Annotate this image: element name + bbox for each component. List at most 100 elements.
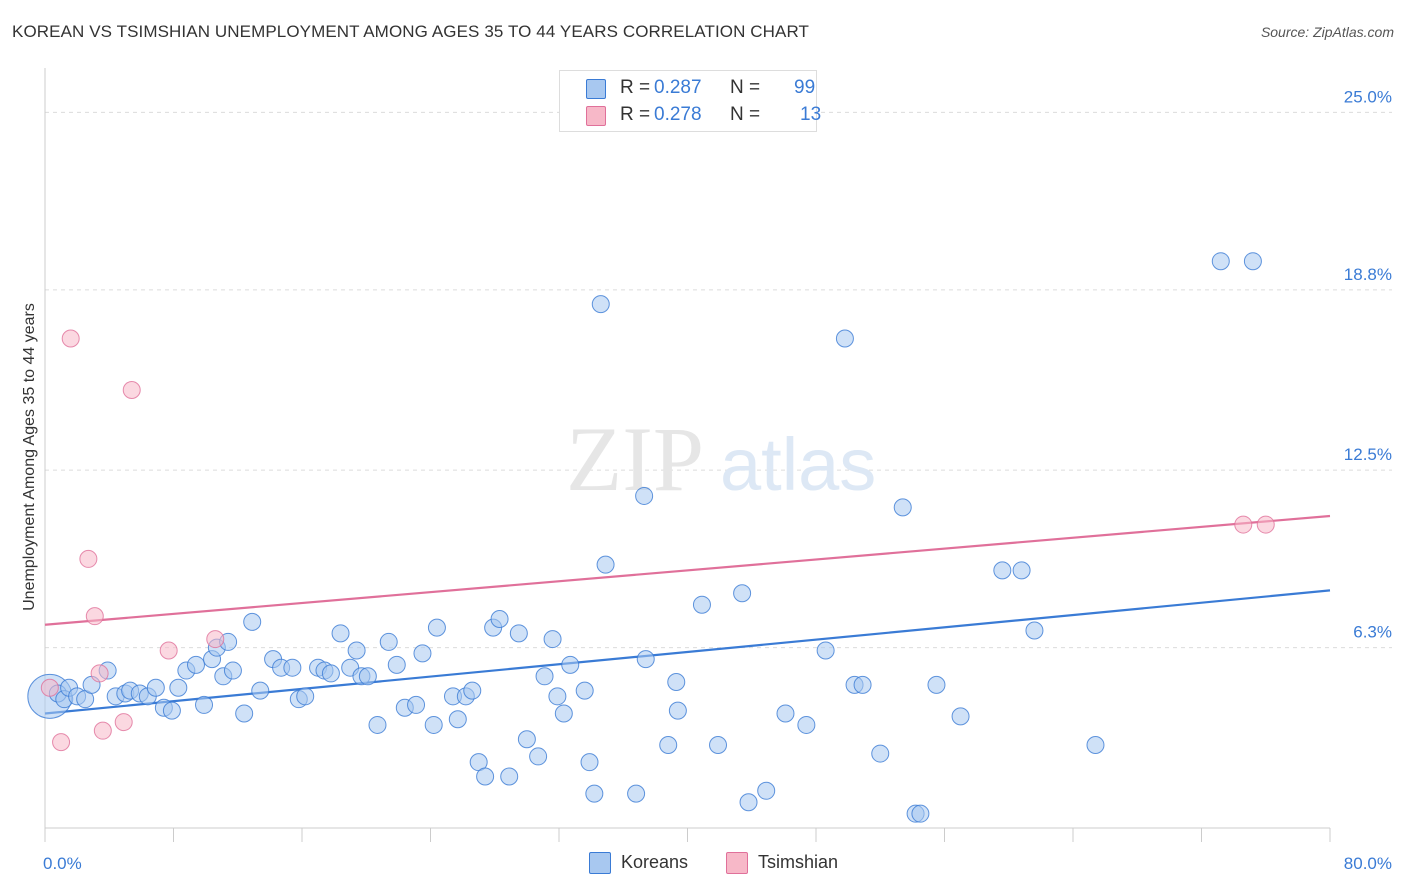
- korean-point: [162, 701, 181, 720]
- korean-point: [296, 687, 315, 706]
- y-tick-label: 18.8%: [1344, 265, 1392, 284]
- korean-point: [387, 655, 406, 674]
- korean-point: [596, 555, 615, 574]
- korean-point: [667, 673, 686, 692]
- korean-point: [1211, 252, 1230, 271]
- legend-n-value-tsimshian: 13: [800, 104, 822, 125]
- stats-legend: R = 0.287 N = 99 R = 0.278 N = 13: [559, 70, 821, 132]
- korean-point: [554, 704, 573, 723]
- korean-point: [186, 655, 205, 674]
- legend-n-label: N =: [730, 77, 761, 98]
- y-tick-label: 6.3%: [1353, 623, 1392, 642]
- legend-n-label: N =: [730, 104, 761, 125]
- tick-labels: 6.3% 12.5% 18.8% 25.0% 0.0% 80.0%: [43, 87, 1392, 873]
- korean-point: [776, 704, 795, 723]
- korean-point: [733, 584, 752, 603]
- korean-point: [463, 681, 482, 700]
- korean-point: [585, 784, 604, 803]
- bottom-legend-label-koreans: Koreans: [621, 852, 689, 872]
- korean-point: [635, 486, 654, 505]
- korean-point: [951, 707, 970, 726]
- korean-point: [911, 804, 930, 823]
- korean-point: [500, 767, 519, 786]
- korean-point: [448, 710, 467, 729]
- korean-point: [509, 624, 528, 643]
- bottom-legend-swatch-koreans: [589, 852, 611, 874]
- y-tick-label: 12.5%: [1344, 445, 1392, 464]
- chart-title: KOREAN VS TSIMSHIAN UNEMPLOYMENT AMONG A…: [12, 22, 810, 41]
- tsimshian-point: [93, 721, 112, 740]
- korean-point: [490, 610, 509, 629]
- tsimshian-point: [122, 381, 141, 400]
- korean-point: [358, 667, 377, 686]
- korean-point: [816, 641, 835, 660]
- korean-point: [709, 735, 728, 754]
- korean-point: [347, 641, 366, 660]
- bottom-legend-label-tsimshian: Tsimshian: [758, 852, 839, 872]
- korean-point: [368, 715, 387, 734]
- korean-point: [692, 595, 711, 614]
- legend-n-value-koreans: 99: [794, 77, 816, 98]
- korean-point: [659, 735, 678, 754]
- korean-point: [146, 678, 165, 697]
- watermark-atlas: atlas: [720, 423, 876, 506]
- tsimshian-point: [159, 641, 178, 660]
- korean-point: [223, 661, 242, 680]
- korean-point: [1025, 621, 1044, 640]
- data-points: [27, 252, 1275, 823]
- korean-point: [529, 747, 548, 766]
- korean-point: [235, 704, 254, 723]
- korean-point: [535, 667, 554, 686]
- legend-r-label: R =: [620, 104, 651, 125]
- tsimshian-point: [114, 713, 133, 732]
- y-axis-label: Unemployment Among Ages 35 to 44 years: [21, 303, 38, 611]
- trend-lines: [44, 514, 1331, 715]
- tsimshian-point: [90, 664, 109, 683]
- tsimshian-point: [61, 329, 80, 348]
- tsimshian-point: [40, 678, 59, 697]
- tsimshian-point: [52, 733, 71, 752]
- korean-point: [591, 295, 610, 314]
- korean-point: [993, 561, 1012, 580]
- korean-point: [1012, 561, 1031, 580]
- x-tick-label: 0.0%: [43, 854, 82, 873]
- korean-point: [835, 329, 854, 348]
- korean-point: [517, 730, 536, 749]
- legend-r-value-tsimshian: 0.278: [654, 104, 702, 125]
- korean-point: [379, 632, 398, 651]
- korean-point: [927, 675, 946, 694]
- legend-r-label: R =: [620, 77, 651, 98]
- korean-point: [424, 715, 443, 734]
- x-tick-label: 80.0%: [1344, 854, 1392, 873]
- korean-point: [413, 644, 432, 663]
- korean-point: [853, 675, 872, 694]
- korean-point: [548, 687, 567, 706]
- korean-point: [195, 695, 214, 714]
- tsimshian-point: [206, 630, 225, 649]
- korean-point: [797, 715, 816, 734]
- korean-point: [871, 744, 890, 763]
- legend-swatch-koreans: [586, 79, 606, 99]
- bottom-legend-swatch-tsimshian: [726, 852, 748, 874]
- korean-point: [251, 681, 270, 700]
- korean-point: [575, 681, 594, 700]
- korean-point: [668, 701, 687, 720]
- korean-point: [580, 753, 599, 772]
- korean-point: [243, 612, 262, 631]
- korean-point: [893, 498, 912, 517]
- korean-point: [543, 630, 562, 649]
- tsimshian-point: [1256, 515, 1275, 534]
- korean-point: [561, 655, 580, 674]
- grid-lines: [45, 111, 1392, 649]
- legend-swatch-tsimshian: [586, 106, 606, 126]
- korean-point: [636, 650, 655, 669]
- korean-point: [1243, 252, 1262, 271]
- tsimshian-point: [1234, 515, 1253, 534]
- korean-point: [331, 624, 350, 643]
- korean-point: [321, 664, 340, 683]
- watermark-zip: ZIP: [566, 408, 704, 510]
- korean-point: [476, 767, 495, 786]
- source-label: Source: ZipAtlas.com: [1260, 24, 1394, 40]
- korean-point: [757, 781, 776, 800]
